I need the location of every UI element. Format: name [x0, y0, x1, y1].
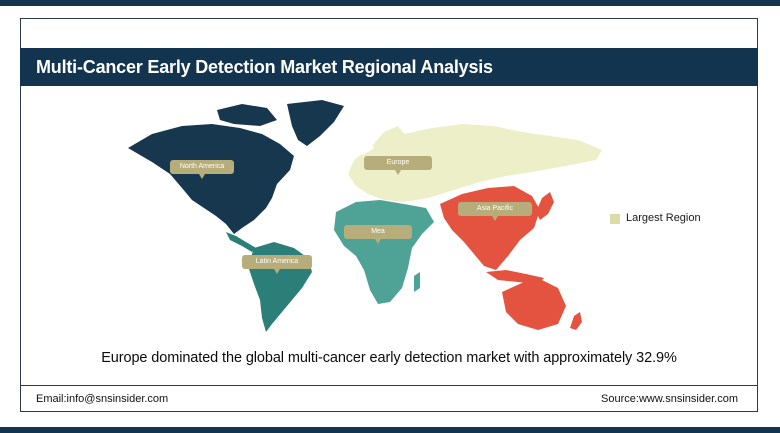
callout-europe: Europe [364, 156, 432, 175]
callout-asia-pacific: Asia Pacific [458, 202, 532, 221]
region-asia-pacific [440, 186, 540, 270]
madagascar-shape [414, 272, 420, 292]
callout-mea: Mea [344, 225, 412, 244]
greenland-shape [287, 100, 344, 146]
new-zealand-shape [570, 312, 582, 330]
footer-email: Email:info@snsinsider.com [36, 393, 169, 405]
legend-label: Largest Region [626, 212, 701, 224]
region-europe [348, 124, 602, 202]
uk-shape [356, 154, 364, 170]
bottom-accent-bar [0, 427, 780, 433]
footer-divider [20, 385, 758, 386]
page-title: Multi-Cancer Early Detection Market Regi… [20, 48, 758, 86]
world-map [128, 100, 602, 332]
legend-swatch [610, 214, 620, 224]
central-america-shape [226, 232, 256, 252]
australia-shape [502, 280, 566, 330]
japan-shape [536, 192, 554, 220]
top-accent-bar [0, 0, 780, 6]
callout-latin-america: Latin America [242, 255, 312, 274]
callout-north-america: North America [170, 160, 234, 179]
indonesia-shape [486, 270, 544, 284]
region-north-america [128, 124, 294, 234]
footer-source: Source:www.snsinsider.com [601, 393, 738, 405]
arctic-islands-shape [217, 104, 277, 126]
scandinavia-shape [372, 126, 406, 156]
summary-statement: Europe dominated the global multi-cancer… [101, 350, 677, 366]
